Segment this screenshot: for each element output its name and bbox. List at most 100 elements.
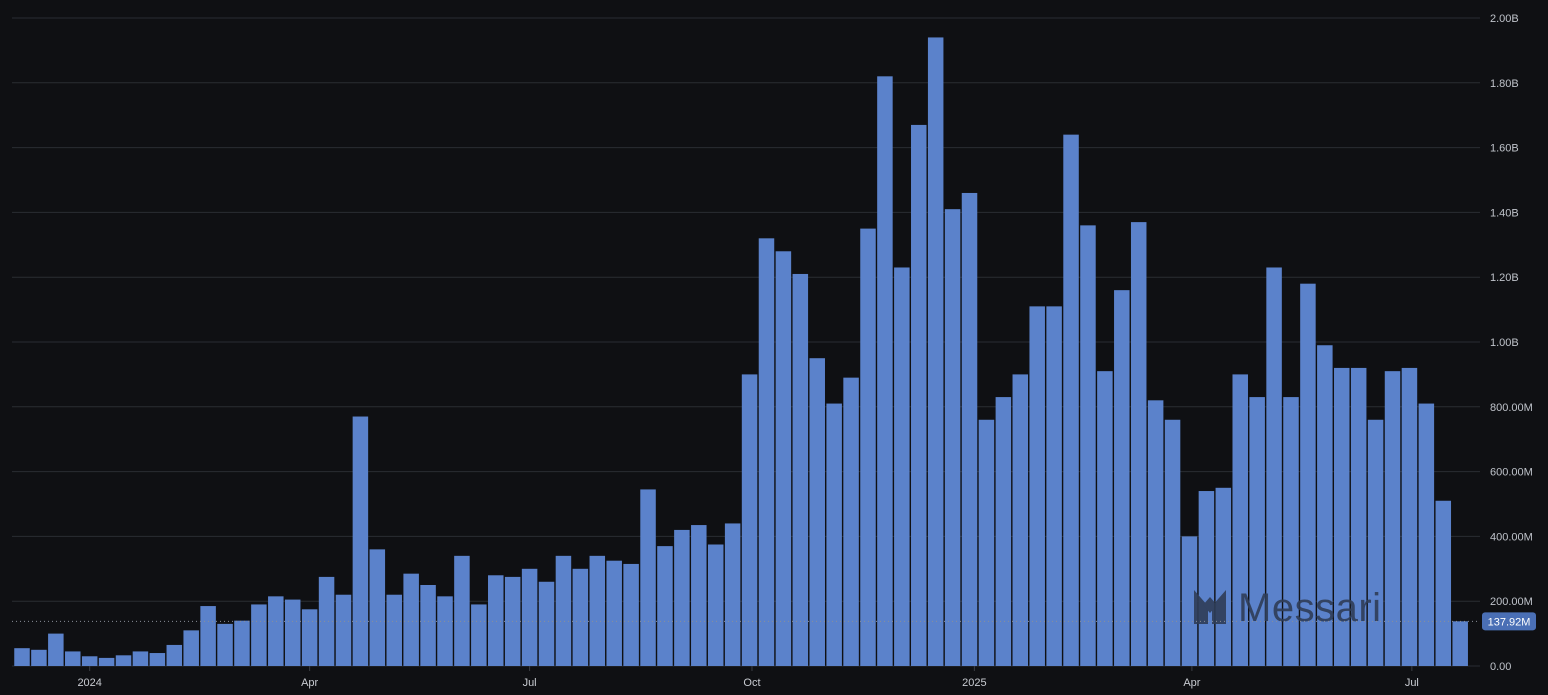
- bar[interactable]: [386, 594, 402, 666]
- bar[interactable]: [1266, 267, 1282, 666]
- bar[interactable]: [1046, 306, 1062, 666]
- bar[interactable]: [488, 575, 504, 666]
- bar[interactable]: [48, 633, 64, 666]
- bar[interactable]: [809, 358, 825, 666]
- bar[interactable]: [65, 651, 81, 666]
- bar[interactable]: [555, 555, 572, 666]
- bar[interactable]: [268, 596, 284, 666]
- bar[interactable]: [1401, 367, 1418, 666]
- bar[interactable]: [1164, 419, 1181, 666]
- bar[interactable]: [301, 609, 318, 666]
- bar[interactable]: [978, 419, 995, 666]
- bar[interactable]: [471, 604, 487, 666]
- watermark-brand-text: Messari: [1238, 586, 1382, 630]
- bar[interactable]: [1029, 306, 1045, 666]
- bar[interactable]: [1317, 345, 1333, 666]
- bar[interactable]: [31, 649, 47, 666]
- last-value-marker: 137.92M: [12, 612, 1536, 631]
- bar[interactable]: [724, 523, 741, 666]
- bar[interactable]: [961, 192, 978, 666]
- bar[interactable]: [1418, 403, 1435, 666]
- bar[interactable]: [792, 273, 809, 666]
- bar[interactable]: [115, 655, 132, 666]
- bar[interactable]: [1097, 371, 1113, 666]
- bar[interactable]: [14, 648, 30, 666]
- bar[interactable]: [1080, 225, 1096, 667]
- bar[interactable]: [741, 374, 758, 666]
- bar[interactable]: [589, 555, 606, 666]
- bar[interactable]: [1147, 400, 1164, 666]
- y-tick-label: 1.20B: [1490, 272, 1519, 284]
- x-tick-label: Jul: [523, 677, 537, 689]
- bar[interactable]: [657, 546, 673, 666]
- bar[interactable]: [1367, 419, 1384, 666]
- bar[interactable]: [1452, 621, 1468, 666]
- bar[interactable]: [995, 397, 1012, 666]
- bar[interactable]: [707, 544, 724, 667]
- bar[interactable]: [1063, 134, 1079, 666]
- y-tick-label: 800.00M: [1490, 402, 1533, 414]
- y-tick-label: 200.00M: [1490, 596, 1533, 608]
- bar[interactable]: [1198, 491, 1215, 666]
- bar[interactable]: [1232, 374, 1248, 666]
- bar[interactable]: [183, 630, 199, 666]
- bar[interactable]: [521, 568, 538, 666]
- bar[interactable]: [1300, 283, 1316, 666]
- bar[interactable]: [200, 606, 216, 666]
- bar[interactable]: [1350, 367, 1367, 666]
- bar[interactable]: [1215, 487, 1232, 666]
- x-tick-label: 2025: [962, 677, 986, 689]
- bar[interactable]: [572, 568, 589, 666]
- bar[interactable]: [606, 560, 622, 666]
- bars: [14, 37, 1468, 667]
- bar[interactable]: [1012, 374, 1029, 666]
- bar[interactable]: [911, 124, 927, 667]
- bar[interactable]: [98, 657, 115, 666]
- bar[interactable]: [318, 576, 335, 666]
- y-tick-label: 1.00B: [1490, 337, 1519, 349]
- bar[interactable]: [1435, 500, 1452, 666]
- bar[interactable]: [826, 403, 842, 666]
- bar[interactable]: [1384, 371, 1401, 666]
- bar[interactable]: [149, 653, 166, 666]
- bar[interactable]: [538, 581, 555, 666]
- bar[interactable]: [894, 267, 910, 666]
- bar[interactable]: [335, 594, 352, 666]
- messari-watermark: Messari: [1194, 586, 1382, 630]
- bar[interactable]: [403, 573, 419, 666]
- y-tick-label: 600.00M: [1490, 467, 1533, 479]
- bar[interactable]: [674, 529, 690, 666]
- bar[interactable]: [454, 555, 470, 666]
- bar[interactable]: [623, 563, 639, 666]
- bar[interactable]: [775, 251, 792, 666]
- bar[interactable]: [166, 644, 183, 666]
- bar[interactable]: [217, 623, 233, 666]
- bar[interactable]: [927, 37, 944, 666]
- bar[interactable]: [640, 489, 656, 666]
- bar[interactable]: [1283, 397, 1299, 666]
- bar[interactable]: [1334, 367, 1350, 666]
- bar[interactable]: [234, 620, 250, 666]
- bar[interactable]: [251, 604, 267, 666]
- x-tick-label: Apr: [301, 677, 318, 689]
- bar[interactable]: [1130, 222, 1147, 666]
- bar[interactable]: [437, 596, 453, 666]
- bar[interactable]: [352, 416, 369, 666]
- bar[interactable]: [877, 76, 893, 666]
- bar[interactable]: [843, 377, 859, 666]
- bar[interactable]: [944, 209, 961, 666]
- bar[interactable]: [1181, 536, 1198, 666]
- bar[interactable]: [758, 238, 775, 666]
- bar[interactable]: [420, 585, 436, 666]
- bar[interactable]: [132, 651, 149, 666]
- bar[interactable]: [369, 549, 386, 666]
- bar[interactable]: [691, 525, 707, 666]
- bar[interactable]: [81, 656, 98, 666]
- bar[interactable]: [284, 599, 301, 666]
- bar[interactable]: [1249, 397, 1265, 666]
- y-tick-label: 0.00: [1490, 661, 1511, 673]
- bar[interactable]: [1114, 290, 1130, 666]
- bar[interactable]: [860, 228, 876, 666]
